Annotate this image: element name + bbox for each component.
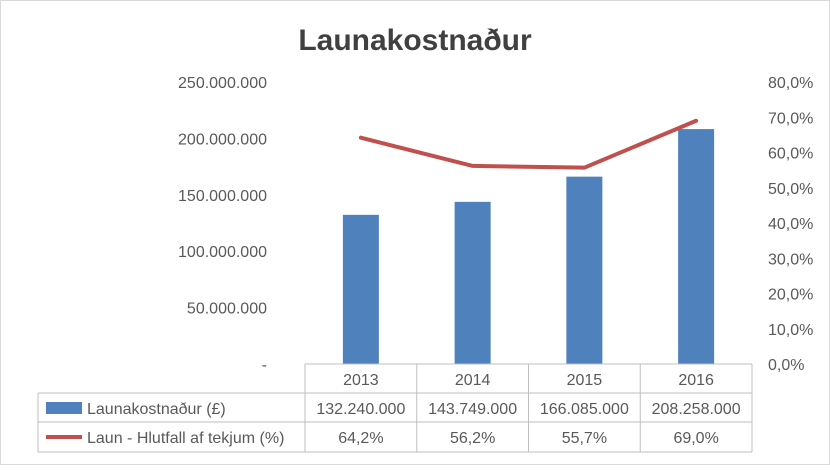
data-label: 64,2%: [338, 430, 383, 447]
legend-label: Laun - Hlutfall af tekjum (%): [87, 430, 284, 447]
y-left-tick-label: 250.000.000: [178, 75, 267, 92]
x-tick-label: 2015: [567, 372, 603, 389]
data-label: 132.240.000: [316, 401, 405, 418]
y-left-tick-label: 150.000.000: [178, 188, 267, 205]
x-tick-label: 2013: [343, 372, 379, 389]
y-right-tick-label: 40,0%: [768, 216, 813, 233]
data-label: 55,7%: [562, 430, 607, 447]
y-left-tick-label: 50.000.000: [187, 301, 267, 318]
legend-key-bar: [46, 402, 82, 414]
data-label: 143.749.000: [428, 401, 517, 418]
bar: [566, 177, 602, 364]
bar: [455, 202, 491, 364]
data-label: 166.085.000: [540, 401, 629, 418]
bar: [678, 129, 714, 364]
y-left-tick-label: -: [262, 357, 267, 374]
data-label: 56,2%: [450, 430, 495, 447]
y-right-tick-label: 50,0%: [768, 181, 813, 198]
y-left-tick-label: 200.000.000: [178, 131, 267, 148]
y-right-tick-label: 0,0%: [768, 357, 804, 374]
y-right-tick-label: 60,0%: [768, 146, 813, 163]
data-label: 69,0%: [673, 430, 718, 447]
y-left-tick-label: 100.000.000: [178, 244, 267, 261]
x-tick-label: 2014: [455, 372, 491, 389]
x-tick-label: 2016: [678, 372, 714, 389]
y-right-tick-label: 70,0%: [768, 110, 813, 127]
y-right-tick-label: 20,0%: [768, 287, 813, 304]
y-right-tick-label: 80,0%: [768, 75, 813, 92]
bar: [343, 215, 379, 364]
data-label: 208.258.000: [652, 401, 741, 418]
y-right-tick-label: 30,0%: [768, 251, 813, 268]
y-right-tick-label: 10,0%: [768, 322, 813, 339]
legend-label: Launakostnaður (£): [87, 401, 226, 418]
chart-title: Launakostnaður: [298, 24, 532, 57]
